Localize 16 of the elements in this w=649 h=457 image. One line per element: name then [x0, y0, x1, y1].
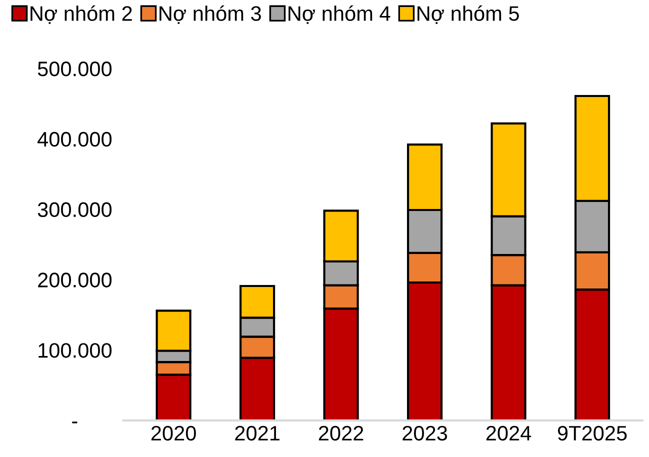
legend-label: Nợ nhóm 2 — [30, 5, 132, 24]
legend-label: Nợ nhóm 5 — [418, 5, 519, 24]
x-tick-label: 2023 — [402, 426, 448, 441]
y-tick-label: 300.000 — [38, 202, 112, 218]
y-tick-label: 400.000 — [38, 132, 112, 147]
x-tick-label: 2021 — [235, 426, 280, 441]
legend-label: Nợ nhóm 4 — [288, 5, 390, 24]
y-tick-label: 500.000 — [38, 62, 112, 76]
x-tick-label: 2022 — [318, 426, 364, 441]
legend-label: Nợ nhóm 3 — [160, 5, 261, 24]
x-tick-label: 9T2025 — [558, 426, 627, 441]
y-tick-label: 100.000 — [38, 343, 112, 358]
x-tick-label: 2020 — [151, 426, 196, 441]
x-tick-label: 2024 — [486, 426, 532, 441]
y-tick-label: 200.000 — [38, 272, 112, 288]
y-tick-label: - — [72, 422, 78, 424]
